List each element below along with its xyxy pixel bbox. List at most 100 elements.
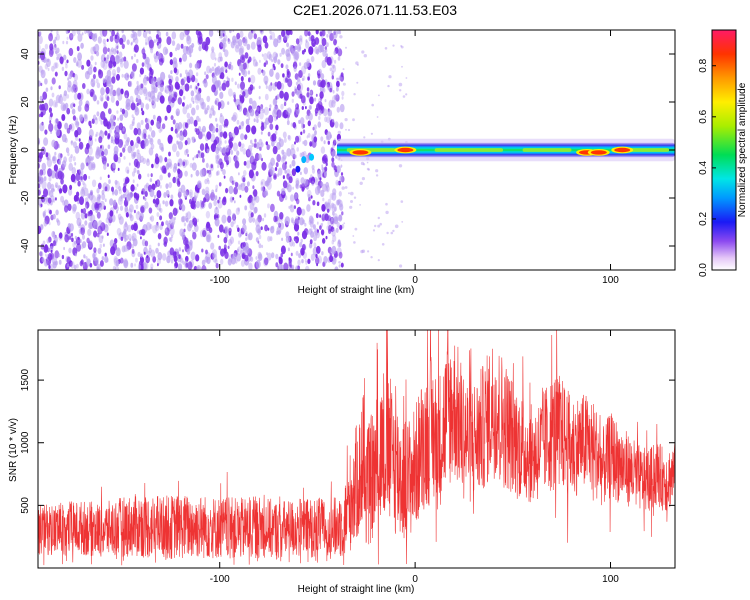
noise-blob	[321, 164, 324, 168]
noise-blob	[280, 156, 285, 163]
noise-blob	[291, 91, 295, 97]
noise-blob	[258, 253, 263, 261]
noise-blob	[275, 116, 278, 120]
noise-speck	[350, 200, 353, 203]
noise-blob	[276, 109, 282, 118]
noise-blob	[179, 257, 184, 264]
noise-blob	[71, 237, 74, 243]
noise-blob	[166, 104, 172, 114]
noise-blob	[184, 149, 188, 156]
noise-blob	[44, 78, 48, 85]
noise-blob	[312, 126, 315, 131]
noise-blob	[67, 77, 70, 81]
noise-blob	[340, 172, 344, 176]
noise-blob	[287, 184, 292, 193]
noise-blob	[116, 30, 119, 34]
noise-blob	[162, 46, 168, 56]
noise-blob	[148, 70, 154, 79]
noise-blob	[204, 193, 210, 203]
noise-blob	[201, 41, 207, 50]
noise-blob	[178, 198, 183, 206]
noise-blob	[104, 130, 108, 136]
noise-blob	[103, 164, 107, 170]
noise-blob	[159, 207, 163, 213]
noise-blob	[155, 33, 160, 40]
noise-blob	[137, 264, 142, 270]
noise-blob	[341, 211, 344, 216]
noise-blob	[177, 169, 183, 179]
noise-blob	[118, 188, 122, 195]
chart-title: C2E1.2026.071.11.53.E03	[293, 2, 457, 18]
noise-blob	[75, 121, 80, 128]
noise-blob	[276, 94, 280, 100]
noise-blob	[296, 266, 300, 270]
noise-blob	[212, 253, 218, 263]
noise-blob	[54, 101, 58, 108]
noise-blob	[151, 95, 156, 104]
noise-blob	[192, 100, 195, 104]
noise-blob	[270, 157, 275, 166]
noise-blob	[261, 186, 264, 192]
noise-blob	[205, 186, 210, 194]
noise-blob	[294, 141, 296, 145]
noise-blob	[201, 188, 206, 195]
noise-blob	[259, 59, 261, 63]
noise-blob	[54, 250, 60, 259]
noise-blob	[199, 143, 205, 151]
noise-blob	[183, 30, 188, 37]
noise-blob	[152, 114, 156, 120]
noise-blob	[96, 100, 100, 105]
noise-blob	[225, 187, 229, 194]
noise-blob	[275, 262, 279, 268]
noise-blob	[215, 206, 218, 210]
noise-blob	[145, 56, 150, 65]
noise-blob	[335, 154, 338, 159]
noise-blob	[101, 155, 107, 165]
noise-blob	[230, 221, 234, 228]
noise-blob	[197, 218, 199, 223]
noise-blob	[301, 259, 304, 264]
noise-blob	[227, 258, 232, 266]
snr-frame	[37, 329, 676, 569]
noise-blob	[210, 105, 215, 112]
noise-blob	[232, 35, 237, 44]
noise-blob	[279, 90, 284, 99]
noise-speck	[342, 68, 345, 71]
noise-blob	[88, 120, 92, 127]
noise-blob	[38, 43, 41, 53]
noise-blob	[295, 183, 299, 190]
noise-blob	[134, 186, 137, 191]
noise-speck	[359, 204, 361, 206]
noise-blob	[267, 252, 272, 261]
noise-blob	[57, 170, 63, 180]
noise-blob	[74, 235, 77, 240]
noise-blob	[94, 61, 97, 66]
noise-blob	[204, 190, 210, 200]
noise-blob	[95, 134, 97, 138]
noise-speck	[344, 118, 348, 122]
noise-blob	[126, 39, 130, 45]
noise-blob	[49, 43, 54, 51]
noise-blob	[143, 145, 147, 150]
noise-blob	[306, 135, 309, 139]
noise-blob	[326, 131, 332, 141]
noise-blob	[117, 247, 120, 252]
noise-blob	[271, 140, 275, 147]
noise-blob	[85, 204, 88, 209]
noise-blob	[206, 177, 209, 182]
noise-blob	[43, 137, 49, 146]
noise-blob	[141, 107, 143, 112]
noise-blob	[244, 52, 249, 59]
noise-blob	[315, 257, 320, 265]
noise-blob	[223, 42, 227, 48]
noise-blob	[67, 152, 70, 157]
noise-blob	[293, 66, 297, 72]
noise-blob	[116, 45, 119, 49]
noise-blob	[120, 236, 124, 241]
noise-blob	[156, 81, 161, 89]
noise-blob	[76, 46, 80, 52]
noise-blob	[332, 30, 338, 39]
noise-blob	[305, 39, 308, 43]
noise-blob	[330, 202, 335, 209]
noise-blob	[319, 44, 325, 53]
